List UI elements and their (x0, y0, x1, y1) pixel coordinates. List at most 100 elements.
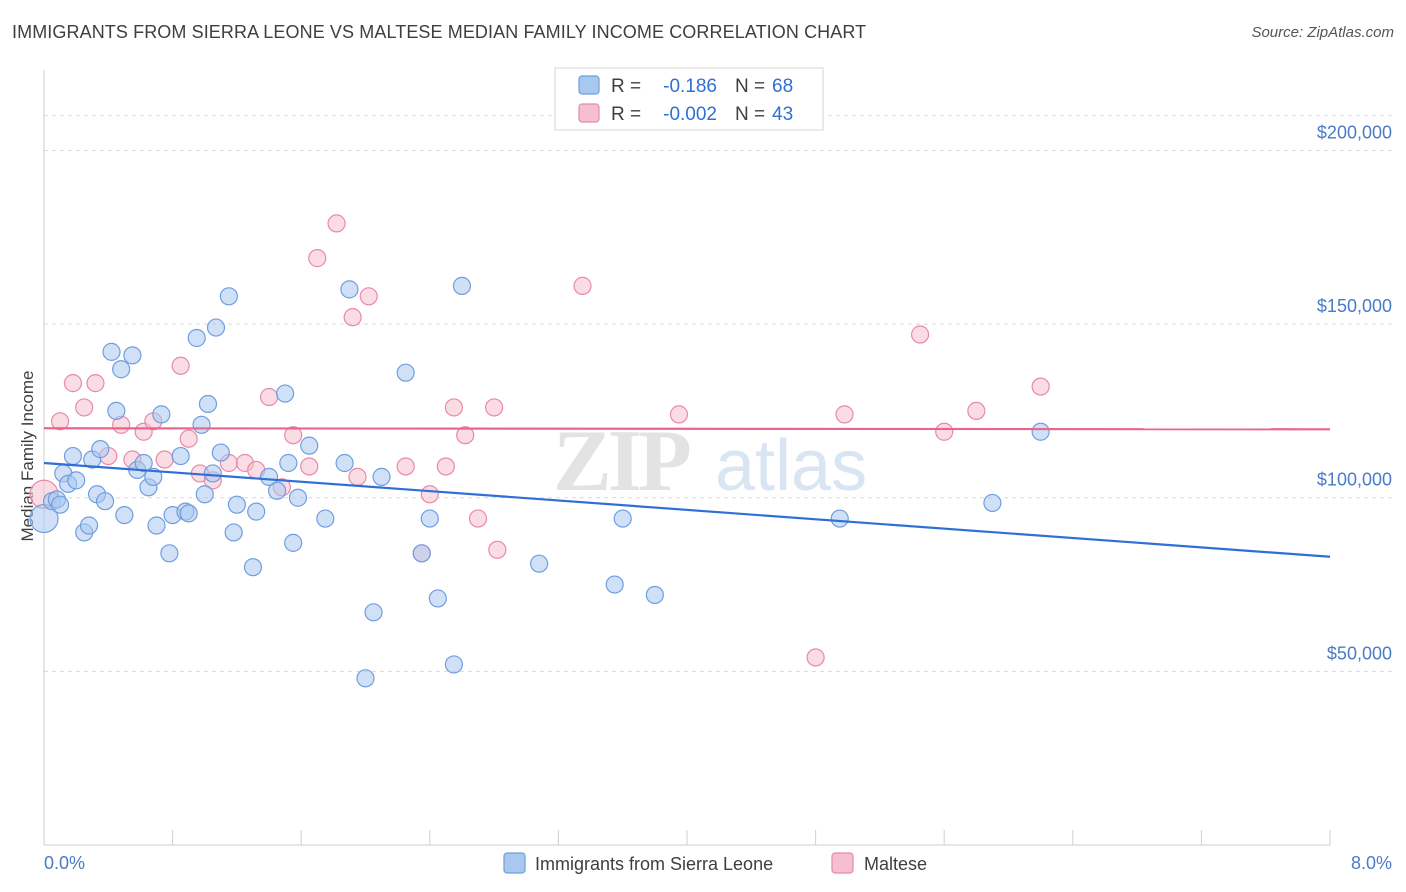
sierra-leone-point (364, 603, 383, 622)
series-legend: Immigrants from Sierra Leone Maltese (503, 852, 927, 874)
sierra-leone-point (356, 669, 375, 688)
maltese-point (456, 426, 475, 445)
sierra-leone-point (179, 504, 198, 523)
maltese-point (259, 387, 279, 407)
sierra-leone-point (50, 495, 70, 514)
maltese-point (327, 214, 346, 233)
maltese-point (420, 485, 439, 504)
maltese-point (396, 457, 415, 476)
y-tick-label: $50,000 (1327, 643, 1392, 663)
sierra-leone-point (123, 346, 142, 365)
sierra-leone-point (284, 533, 303, 552)
sierra-leone-point (645, 585, 664, 605)
maltese-point (171, 356, 190, 375)
legend-swatch-sierra-leone (578, 75, 600, 95)
legend-n-value-1: 68 (772, 76, 793, 97)
sierra-leone-point (147, 516, 166, 535)
maltese-point (308, 249, 327, 268)
sierra-leone-point (102, 342, 121, 361)
sierra-leone-point (211, 443, 230, 462)
legend-r-value-1: -0.186 (663, 76, 717, 97)
sierra-leone-point (267, 481, 287, 500)
maltese-point (343, 308, 362, 327)
maltese-point (806, 648, 825, 667)
maltese-point (935, 422, 954, 441)
legend-r-label-1: R = (611, 76, 641, 97)
stats-legend-box (554, 67, 824, 131)
maltese-point (468, 509, 488, 528)
x-axis-tick-marks (43, 830, 1331, 845)
y-axis-ticks: $50,000 $100,000 $150,000 $200,000 (1317, 122, 1392, 663)
gridlines (44, 115, 1392, 672)
maltese-point (300, 457, 319, 476)
watermark-zip: ZIP (553, 413, 690, 510)
maltese-point (488, 540, 507, 559)
legend-swatch-maltese (578, 103, 600, 123)
sierra-leone-point (316, 509, 335, 528)
sierra-leone-point (983, 493, 1002, 513)
sierra-leone-point (219, 287, 238, 306)
sierra-leone-point (107, 401, 126, 421)
legend-r-label-2: R = (611, 104, 641, 125)
sierra-leone-point (144, 467, 163, 486)
sierra-leone-point (198, 394, 218, 414)
sierra-leone-point (613, 509, 632, 528)
sierra-leone-point (152, 405, 171, 424)
sierra-leone-point (276, 384, 295, 403)
maltese-point (155, 450, 174, 469)
sierra-leone-point (95, 492, 115, 511)
series-maltese-points (29, 214, 1050, 667)
sierra-leone-point (195, 485, 214, 504)
maltese-point (284, 426, 303, 445)
maltese-point (359, 287, 378, 306)
sierra-leone-point (160, 544, 179, 563)
sierra-leone-point (830, 509, 849, 528)
sierra-leone-point (224, 523, 243, 542)
bottom-legend-swatch-maltese (831, 852, 854, 874)
sierra-leone-point (63, 446, 83, 466)
maltese-point (573, 276, 592, 295)
sierra-leone-point (192, 415, 211, 434)
sierra-leone-point (340, 280, 359, 299)
sierra-leone-point (115, 505, 134, 525)
bottom-legend-label-maltese: Maltese (864, 854, 927, 874)
watermark-atlas: atlas (715, 426, 867, 506)
maltese-point (436, 457, 455, 476)
maltese-point (669, 405, 689, 424)
sierra-leone-point (187, 328, 206, 348)
maltese-point (75, 398, 94, 417)
legend-n-label-1: N = (735, 76, 765, 97)
maltese-point (1031, 377, 1050, 396)
y-tick-label: $200,000 (1317, 122, 1392, 142)
sierra-leone-point (335, 453, 354, 473)
sierra-leone-point (259, 467, 279, 486)
sierra-leone-point (134, 453, 153, 473)
sierra-leone-point (91, 440, 110, 459)
maltese-point (835, 405, 854, 424)
maltese-point (967, 401, 986, 421)
maltese-point (910, 325, 930, 344)
sierra-leone-point (452, 276, 472, 295)
sierra-leone-point (396, 363, 415, 382)
sierra-leone-point (605, 575, 624, 594)
sierra-leone-point (112, 360, 131, 379)
sierra-leone-point (444, 655, 464, 674)
sierra-leone-point (428, 589, 447, 608)
y-tick-label: $150,000 (1317, 296, 1392, 316)
maltese-point (50, 412, 70, 431)
trend-line-sierra-leone (43, 461, 1331, 558)
maltese-point (348, 467, 367, 486)
bottom-legend-label-sierra-leone: Immigrants from Sierra Leone (535, 854, 773, 874)
maltese-point (444, 398, 464, 417)
sierra-leone-point (247, 502, 266, 521)
sierra-leone-point (372, 467, 391, 486)
sierra-leone-point (203, 464, 222, 483)
stats-legend: R = -0.186 N = 68 R = -0.002 N = 43 (554, 67, 824, 131)
y-tick-label: $100,000 (1317, 470, 1392, 490)
sierra-leone-point (243, 558, 263, 577)
sierra-leone-point (171, 446, 190, 466)
maltese-point (179, 429, 198, 448)
sierra-leone-point (279, 453, 298, 473)
sierra-leone-point (412, 544, 431, 563)
